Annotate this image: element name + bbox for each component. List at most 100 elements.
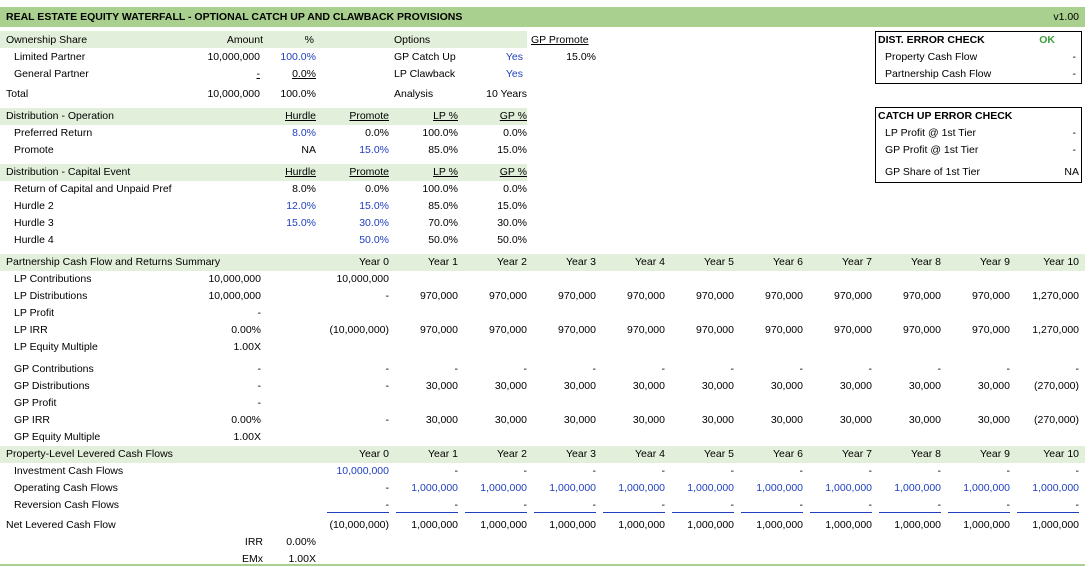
cash-flow: - xyxy=(1075,363,1080,375)
cash-flow: - xyxy=(937,363,942,375)
cash-flow: 970,000 xyxy=(834,290,872,302)
cash-flow: 30,000 xyxy=(632,414,665,426)
cash-flow: 1,000,000 xyxy=(618,482,665,494)
total: - xyxy=(257,307,262,319)
version: v1.00 xyxy=(1053,11,1079,23)
cash-flow: 1,000,000 xyxy=(480,519,527,531)
cash-flow: 1,000,000 xyxy=(411,519,458,531)
cash-flow: 1,000,000 xyxy=(1032,519,1079,531)
total: 10,000,000 xyxy=(208,273,261,285)
cash-flow: 970,000 xyxy=(558,324,596,336)
cash-flow: 30,000 xyxy=(908,380,941,392)
year-header: Year 1 xyxy=(428,448,458,460)
year-header: Year 6 xyxy=(773,448,803,460)
check-status: OK xyxy=(1039,34,1055,46)
year-header: Year 6 xyxy=(773,256,803,268)
header-band xyxy=(0,254,1085,271)
row-label: LP Profit xyxy=(14,307,55,319)
section-header: Distribution - Operation xyxy=(6,110,114,122)
year-header: Year 5 xyxy=(704,256,734,268)
option-label: LP Clawback xyxy=(394,68,456,80)
year-header: Year 2 xyxy=(497,256,527,268)
percent: 50.0% xyxy=(497,234,527,246)
return-label: IRR xyxy=(244,536,263,548)
underline xyxy=(948,512,1010,513)
check-value: - xyxy=(1072,144,1077,156)
cash-flow: 970,000 xyxy=(420,324,458,336)
cash-flow: 30,000 xyxy=(908,414,941,426)
row-label: LP IRR xyxy=(14,324,48,336)
year-header: Year 8 xyxy=(911,448,941,460)
percent: 30.0% xyxy=(497,217,527,229)
cash-flow: 30,000 xyxy=(977,380,1010,392)
section-header: Distribution - Capital Event xyxy=(6,166,131,178)
cash-flow: 30,000 xyxy=(701,380,734,392)
cash-flow: 1,270,000 xyxy=(1032,290,1079,302)
option-value: 15.0% xyxy=(566,51,596,63)
amount: 10,000,000 xyxy=(207,88,260,100)
cash-flow: - xyxy=(868,465,873,477)
check-value: NA xyxy=(1064,166,1079,178)
percent: 8.0% xyxy=(292,127,316,139)
cash-flow: 30,000 xyxy=(839,414,872,426)
check-value: - xyxy=(1072,51,1077,63)
amount: 10,000,000 xyxy=(207,51,260,63)
cash-flow: 1,000,000 xyxy=(411,482,458,494)
total: 1.00X xyxy=(233,341,261,353)
cash-flow: - xyxy=(730,499,735,511)
cash-flow: 1,270,000 xyxy=(1032,324,1079,336)
cash-flow: - xyxy=(1075,499,1080,511)
check-value: - xyxy=(1072,68,1077,80)
column-header: GP % xyxy=(499,110,527,122)
cash-flow: 1,000,000 xyxy=(687,519,734,531)
check-title: DIST. ERROR CHECK xyxy=(878,34,985,46)
column-header: Hurdle xyxy=(285,110,316,122)
underline xyxy=(1017,512,1079,513)
cash-flow: 1,000,000 xyxy=(963,519,1010,531)
total: 10,000,000 xyxy=(208,290,261,302)
percent: NA xyxy=(301,144,316,156)
cash-flow: - xyxy=(868,363,873,375)
total: - xyxy=(257,363,262,375)
cash-flow: (270,000) xyxy=(1034,380,1079,392)
cash-flow: - xyxy=(385,482,390,494)
cash-flow: 10,000,000 xyxy=(336,273,389,285)
cash-flow: - xyxy=(799,499,804,511)
cash-flow: 30,000 xyxy=(839,380,872,392)
cash-flow: 1,000,000 xyxy=(894,519,941,531)
cash-flow: - xyxy=(385,380,390,392)
check-title: CATCH UP ERROR CHECK xyxy=(878,110,1013,122)
cash-flow: - xyxy=(523,499,528,511)
cash-flow: - xyxy=(1006,465,1011,477)
header-band xyxy=(0,446,1085,463)
cash-flow: - xyxy=(454,363,459,375)
cash-flow: - xyxy=(385,499,390,511)
percent: 30.0% xyxy=(359,217,389,229)
cash-flow: 1,000,000 xyxy=(756,519,803,531)
cash-flow: 970,000 xyxy=(558,290,596,302)
percent: 15.0% xyxy=(497,200,527,212)
row-label: GP Equity Multiple xyxy=(14,431,101,443)
column-header: GP % xyxy=(499,166,527,178)
total: - xyxy=(257,380,262,392)
row-label: GP Profit xyxy=(14,397,57,409)
sheet-title: REAL ESTATE EQUITY WATERFALL - OPTIONAL … xyxy=(6,11,463,23)
year-header: Year 4 xyxy=(635,256,665,268)
total: 1.00X xyxy=(233,431,261,443)
cash-flow: 30,000 xyxy=(770,414,803,426)
return-label: EMx xyxy=(242,553,263,565)
cash-flow: - xyxy=(454,465,459,477)
total: 0.00% xyxy=(231,414,261,426)
row-label: LP Contributions xyxy=(14,273,92,285)
amount: - xyxy=(256,68,261,80)
percent: 0.0% xyxy=(503,127,527,139)
check-label: GP Profit @ 1st Tier xyxy=(885,144,979,156)
option-value: 10 Years xyxy=(486,88,527,100)
row-label: GP IRR xyxy=(14,414,50,426)
underline xyxy=(534,512,596,513)
row-label: Net Levered Cash Flow xyxy=(6,519,116,531)
cash-flow: 970,000 xyxy=(696,290,734,302)
cash-flow: 30,000 xyxy=(977,414,1010,426)
underline xyxy=(879,512,941,513)
cash-flow: - xyxy=(937,499,942,511)
